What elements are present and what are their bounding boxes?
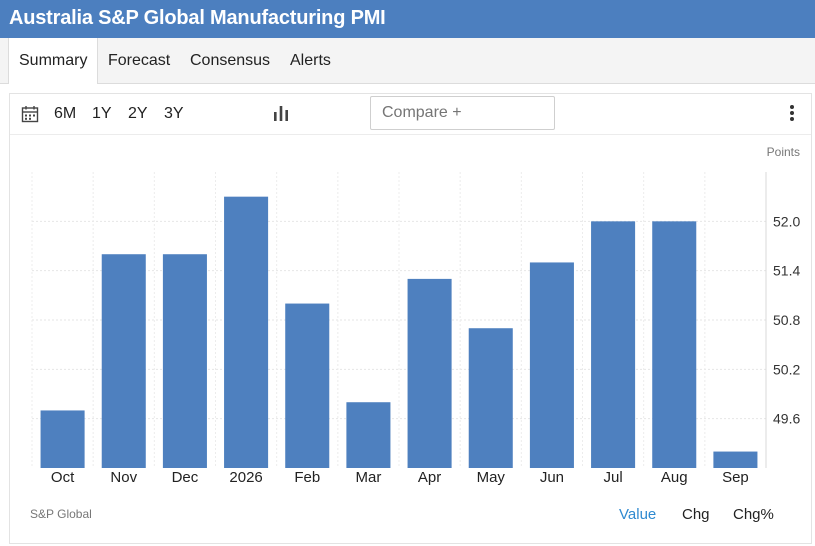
more-vertical-icon[interactable]	[786, 105, 798, 125]
compare-input[interactable]	[370, 96, 555, 130]
mode-chg-button[interactable]: Chg	[682, 506, 710, 523]
mode-chg-percent-button[interactable]: Chg%	[733, 506, 774, 523]
bar-chart-icon[interactable]	[273, 104, 289, 122]
range-6m-button[interactable]: 6M	[54, 105, 77, 122]
tab-consensus[interactable]: Consensus	[190, 52, 271, 69]
page-title: Australia S&P Global Manufacturing PMI	[9, 7, 386, 29]
calendar-icon[interactable]	[21, 105, 39, 123]
title-bar: Australia S&P Global Manufacturing PMI	[0, 0, 815, 38]
tab-alerts[interactable]: Alerts	[290, 52, 331, 69]
tab-summary[interactable]: Summary	[8, 38, 99, 84]
tab-forecast[interactable]: Forecast	[108, 52, 171, 69]
tab-bar: Summary Forecast Consensus Alerts	[0, 38, 815, 84]
range-2y-button[interactable]: 2Y	[128, 105, 148, 122]
source-label: S&P Global	[30, 507, 92, 521]
chart-panel: 6M 1Y 2Y 3Y	[9, 93, 812, 544]
range-1y-button[interactable]: 1Y	[92, 105, 112, 122]
chart-toolbar: 6M 1Y 2Y 3Y	[10, 94, 811, 135]
mode-value-button[interactable]: Value	[619, 506, 657, 523]
range-3y-button[interactable]: 3Y	[164, 105, 184, 122]
